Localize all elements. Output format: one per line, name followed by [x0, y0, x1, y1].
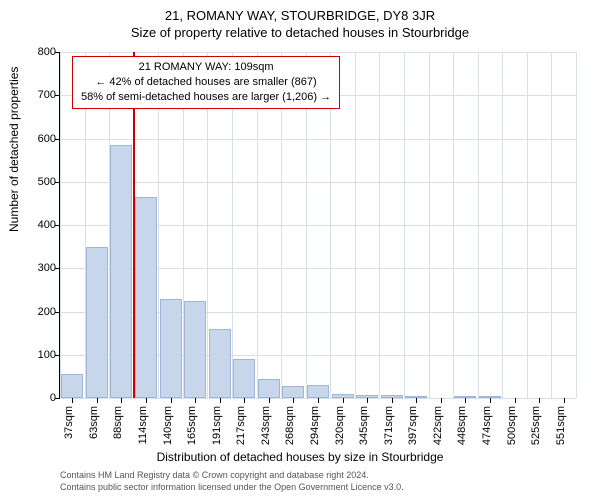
gridline-v [576, 52, 577, 398]
bar [307, 385, 329, 398]
gridline-v [355, 52, 356, 398]
footer-line2: Contains public sector information licen… [60, 482, 404, 494]
xtick [539, 398, 540, 403]
ytick-label: 500 [16, 176, 56, 188]
xtick [171, 398, 172, 403]
gridline-v [60, 52, 61, 398]
bar [209, 329, 231, 398]
footer-line1: Contains HM Land Registry data © Crown c… [60, 470, 404, 482]
xtick [367, 398, 368, 403]
xtick [293, 398, 294, 403]
xtick [195, 398, 196, 403]
xtick [244, 398, 245, 403]
xtick [490, 398, 491, 403]
gridline-v [429, 52, 430, 398]
ytick-label: 800 [16, 46, 56, 58]
xtick [441, 398, 442, 403]
gridline-h [60, 182, 576, 183]
bar [110, 145, 132, 398]
chart-container: 21, ROMANY WAY, STOURBRIDGE, DY8 3JR Siz… [0, 0, 600, 500]
xtick [343, 398, 344, 403]
chart-title-address: 21, ROMANY WAY, STOURBRIDGE, DY8 3JR [0, 0, 600, 23]
gridline-v [453, 52, 454, 398]
gridline-v [379, 52, 380, 398]
gridline-h [60, 52, 576, 53]
ytick-label: 600 [16, 133, 56, 145]
x-axis-label: Distribution of detached houses by size … [0, 450, 600, 464]
footer-attribution: Contains HM Land Registry data © Crown c… [60, 470, 404, 493]
xtick [318, 398, 319, 403]
ytick-label: 200 [16, 306, 56, 318]
ytick-label: 300 [16, 262, 56, 274]
bar [160, 299, 182, 398]
ytick-label: 0 [16, 392, 56, 404]
bar [184, 301, 206, 398]
ytick-label: 700 [16, 89, 56, 101]
xtick [146, 398, 147, 403]
gridline-v [502, 52, 503, 398]
xtick [416, 398, 417, 403]
info-line-size: 21 ROMANY WAY: 109sqm [81, 60, 331, 75]
gridline-h [60, 139, 576, 140]
xtick [220, 398, 221, 403]
xtick [97, 398, 98, 403]
info-line-larger: 58% of semi-detached houses are larger (… [81, 90, 331, 105]
info-line-smaller: ← 42% of detached houses are smaller (86… [81, 75, 331, 90]
bar [233, 359, 255, 398]
bar [86, 247, 108, 398]
xtick [515, 398, 516, 403]
chart-subtitle: Size of property relative to detached ho… [0, 23, 600, 44]
marker-info-box: 21 ROMANY WAY: 109sqm ← 42% of detached … [72, 56, 340, 109]
xtick [269, 398, 270, 403]
bar [135, 197, 157, 398]
gridline-v [527, 52, 528, 398]
xtick [465, 398, 466, 403]
ytick-label: 100 [16, 349, 56, 361]
bar [282, 386, 304, 398]
bar [61, 374, 83, 398]
xtick [564, 398, 565, 403]
xtick [72, 398, 73, 403]
gridline-v [404, 52, 405, 398]
ytick-label: 400 [16, 219, 56, 231]
gridline-v [478, 52, 479, 398]
xtick [121, 398, 122, 403]
bar [258, 379, 280, 398]
xtick [392, 398, 393, 403]
gridline-v [551, 52, 552, 398]
